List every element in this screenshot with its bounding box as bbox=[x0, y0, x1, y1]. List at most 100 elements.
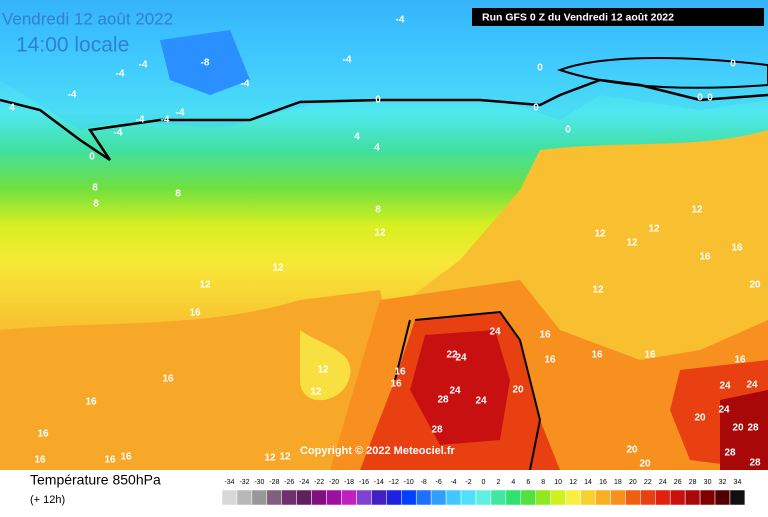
scale-swatch bbox=[281, 489, 297, 506]
scale-swatch bbox=[729, 489, 746, 506]
scale-label: -18 bbox=[344, 479, 354, 486]
scale-label: 14 bbox=[584, 479, 592, 486]
contour-label: 0 bbox=[533, 103, 539, 114]
contour-label: 8 bbox=[375, 205, 381, 216]
contour-label: 24 bbox=[489, 327, 501, 338]
scale-label: -14 bbox=[374, 479, 384, 486]
scale-swatch bbox=[341, 489, 357, 506]
contour-label: 12 bbox=[374, 228, 386, 239]
scale-swatch bbox=[401, 489, 417, 506]
scale-label: 10 bbox=[554, 479, 562, 486]
contour-label: -4 bbox=[343, 55, 352, 66]
scale-swatch bbox=[595, 489, 611, 506]
contour-label: 16 bbox=[699, 252, 711, 263]
contour-label: 0 bbox=[730, 59, 736, 70]
variable: Température 850hPa bbox=[30, 472, 161, 488]
contour-label: 28 bbox=[437, 395, 449, 406]
contour-label: 8 bbox=[175, 189, 181, 200]
contour-label: 16 bbox=[591, 350, 603, 361]
contour-label: 12 bbox=[691, 205, 703, 216]
contour-label: 0 bbox=[707, 93, 713, 104]
scale-label: -20 bbox=[329, 479, 339, 486]
contour-label: 0 bbox=[697, 93, 703, 104]
contour-label: -4 bbox=[176, 108, 185, 119]
scale-swatch bbox=[386, 489, 402, 506]
contour-label: 12 bbox=[264, 453, 276, 464]
contour-label: 20 bbox=[626, 445, 638, 456]
scale-swatch bbox=[520, 489, 536, 506]
scale-swatch bbox=[714, 489, 731, 506]
contour-label: -4 bbox=[68, 90, 77, 101]
map-field bbox=[0, 0, 768, 471]
scale-label: 24 bbox=[659, 479, 667, 486]
contour-label: 4 bbox=[354, 132, 360, 143]
scale-label: 6 bbox=[526, 479, 530, 486]
contour-label: 20 bbox=[694, 413, 706, 424]
scale-swatch bbox=[550, 489, 566, 506]
scale-swatch bbox=[610, 489, 626, 506]
contour-label: 20 bbox=[512, 385, 524, 396]
contour-label: 24 bbox=[475, 396, 487, 407]
scale-label: -8 bbox=[421, 479, 427, 486]
contour-label: -4 bbox=[139, 60, 148, 71]
contour-label: 16 bbox=[162, 374, 174, 385]
scale-label: -30 bbox=[254, 479, 264, 486]
scale-label: -32 bbox=[239, 479, 249, 486]
contour-label: -8 bbox=[201, 58, 210, 69]
scale-label: 12 bbox=[569, 479, 577, 486]
scale-swatch bbox=[445, 489, 462, 506]
scale-label: 4 bbox=[511, 479, 515, 486]
contour-label: 16 bbox=[104, 455, 116, 466]
contour-label: 0 bbox=[537, 63, 543, 74]
contour-label: 12 bbox=[279, 452, 291, 463]
contour-label: -4 bbox=[241, 79, 250, 90]
contour-label: 0 bbox=[565, 125, 571, 136]
scale-label: -12 bbox=[389, 479, 399, 486]
contour-label: 12 bbox=[272, 263, 284, 274]
scale-swatch bbox=[535, 489, 551, 506]
scale-swatch bbox=[505, 489, 522, 506]
scale-label: -24 bbox=[299, 479, 309, 486]
scale-label: 28 bbox=[689, 479, 697, 486]
run-box bbox=[472, 8, 764, 26]
contour-label: 12 bbox=[317, 365, 329, 376]
scale-swatch bbox=[356, 489, 372, 506]
scale-swatch bbox=[460, 489, 477, 506]
subtitle: 14:00 locale bbox=[16, 34, 129, 57]
contour-label: -4 bbox=[136, 115, 145, 126]
scale-swatch bbox=[296, 489, 312, 506]
scale-label: 0 bbox=[482, 479, 486, 486]
contour-label: 4 bbox=[9, 103, 15, 114]
contour-label: 24 bbox=[719, 381, 731, 392]
contour-label: 16 bbox=[85, 397, 97, 408]
scale-swatch bbox=[311, 489, 327, 506]
contour-label: 0 bbox=[89, 152, 95, 163]
contour-label: 16 bbox=[734, 355, 746, 366]
scale-swatch bbox=[580, 489, 596, 506]
contour-label: 16 bbox=[189, 308, 201, 319]
contour-label: 12 bbox=[592, 285, 604, 296]
contour-label: -4 bbox=[116, 69, 125, 80]
scale-label: -4 bbox=[450, 479, 456, 486]
scale-swatch bbox=[655, 489, 671, 506]
scale-swatch bbox=[221, 489, 238, 506]
scale-label: 20 bbox=[629, 479, 637, 486]
contour-label: -4 bbox=[161, 115, 170, 126]
contour-label: -4 bbox=[114, 128, 123, 139]
scale-swatch bbox=[371, 489, 387, 506]
contour-label: 16 bbox=[731, 243, 743, 254]
scale-label: 32 bbox=[719, 479, 727, 486]
contour-label: 24 bbox=[455, 353, 467, 364]
contour-label: -4 bbox=[396, 15, 405, 26]
scale-label: 34 bbox=[734, 479, 742, 486]
contour-label: 24 bbox=[449, 386, 461, 397]
scale-label: 18 bbox=[614, 479, 622, 486]
contour-label: 16 bbox=[539, 330, 551, 341]
contour-label: 16 bbox=[544, 355, 556, 366]
run-info: Run GFS 0 Z du Vendredi 12 août 2022 bbox=[482, 11, 674, 23]
title: Vendredi 12 août 2022 bbox=[2, 9, 173, 28]
contour-label: 16 bbox=[120, 452, 132, 463]
contour-label: 20 bbox=[732, 423, 744, 434]
